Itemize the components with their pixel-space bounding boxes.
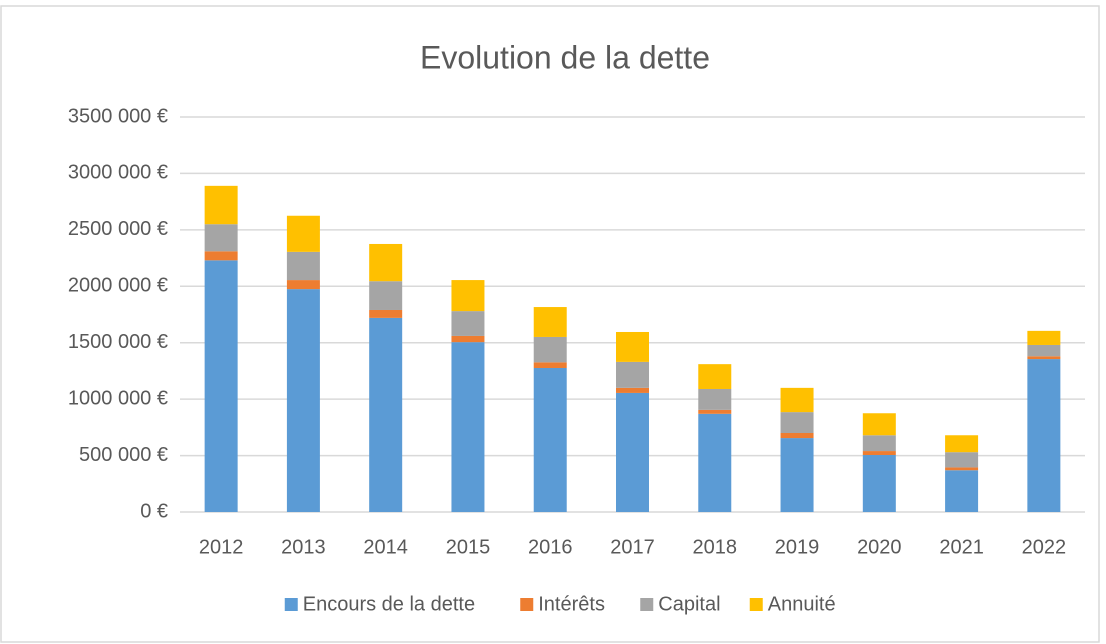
bar-segment [698, 413, 732, 512]
bar-segment [616, 387, 649, 393]
x-tick-label: 2021 [939, 536, 984, 558]
bar-segment [204, 185, 238, 225]
bar-segment [616, 361, 649, 388]
bar-segment [286, 251, 320, 281]
bar-segment [204, 224, 238, 252]
bar-segment [698, 409, 732, 414]
bar-segment [862, 435, 896, 452]
bar-segment [286, 280, 320, 290]
bar-segment [451, 335, 485, 343]
bar-segment [451, 280, 485, 312]
bar-segment [533, 336, 567, 363]
y-tick-label: 2000 000 € [68, 275, 168, 297]
bar-segment [780, 438, 814, 512]
x-tick-label: 2015 [446, 536, 491, 558]
bar-segment [204, 260, 238, 512]
bar-segment [1027, 356, 1061, 360]
bar-segment [286, 289, 320, 512]
legend-swatch [640, 598, 654, 611]
bar-segment [945, 467, 979, 471]
legend-swatch [284, 598, 298, 611]
bar-segment [1027, 344, 1061, 357]
bar-segment [616, 392, 649, 512]
bar-segment [451, 311, 485, 336]
bar-segment [780, 387, 814, 413]
bar-segment [780, 433, 814, 439]
bar-segment [533, 307, 567, 337]
bar-segment [533, 362, 567, 368]
y-tick-label: 0 € [140, 500, 168, 522]
bar-segment [780, 412, 814, 433]
bar-segment [945, 435, 979, 453]
bar-segment [1027, 330, 1061, 345]
legend-label: Encours de la dette [303, 593, 475, 615]
x-tick-label: 2013 [281, 536, 326, 558]
chart-title: Evolution de la dette [420, 39, 710, 75]
bar-segment [945, 470, 979, 512]
bar-segment [862, 413, 896, 436]
bar-segment [862, 455, 896, 512]
x-tick-label: 2012 [199, 536, 244, 558]
legend-label: Annuité [768, 593, 836, 615]
bar-segment [698, 364, 732, 389]
y-tick-label: 1500 000 € [68, 331, 168, 353]
x-tick-label: 2014 [363, 536, 408, 558]
legend-swatch [749, 598, 763, 611]
y-tick-label: 2500 000 € [68, 218, 168, 240]
bar-segment [369, 309, 403, 318]
x-tick-label: 2018 [693, 536, 738, 558]
y-tick-label: 1000 000 € [68, 387, 168, 409]
legend-label: Capital [658, 593, 720, 615]
x-tick-label: 2017 [610, 536, 655, 558]
x-tick-label: 2019 [775, 536, 820, 558]
x-tick-label: 2016 [528, 536, 573, 558]
bar-segment [698, 388, 732, 410]
legend-swatch [520, 598, 534, 611]
bar-segment [204, 251, 238, 261]
bar-segment [451, 342, 485, 512]
x-tick-label: 2022 [1022, 536, 1067, 558]
bar-segment [862, 451, 896, 456]
bar-segment [533, 367, 567, 512]
bar-segment [369, 317, 403, 512]
legend-label: Intérêts [538, 593, 605, 615]
x-tick-label: 2020 [857, 536, 902, 558]
y-tick-label: 500 000 € [79, 444, 168, 466]
bar-segment [369, 281, 403, 310]
bar-segment [1027, 359, 1061, 512]
bar-segment [286, 215, 320, 252]
bar-segment [369, 243, 403, 282]
y-tick-label: 3500 000 € [68, 105, 168, 127]
bar-segment [945, 452, 979, 468]
bar-segment [616, 331, 649, 362]
y-tick-label: 3000 000 € [68, 162, 168, 184]
